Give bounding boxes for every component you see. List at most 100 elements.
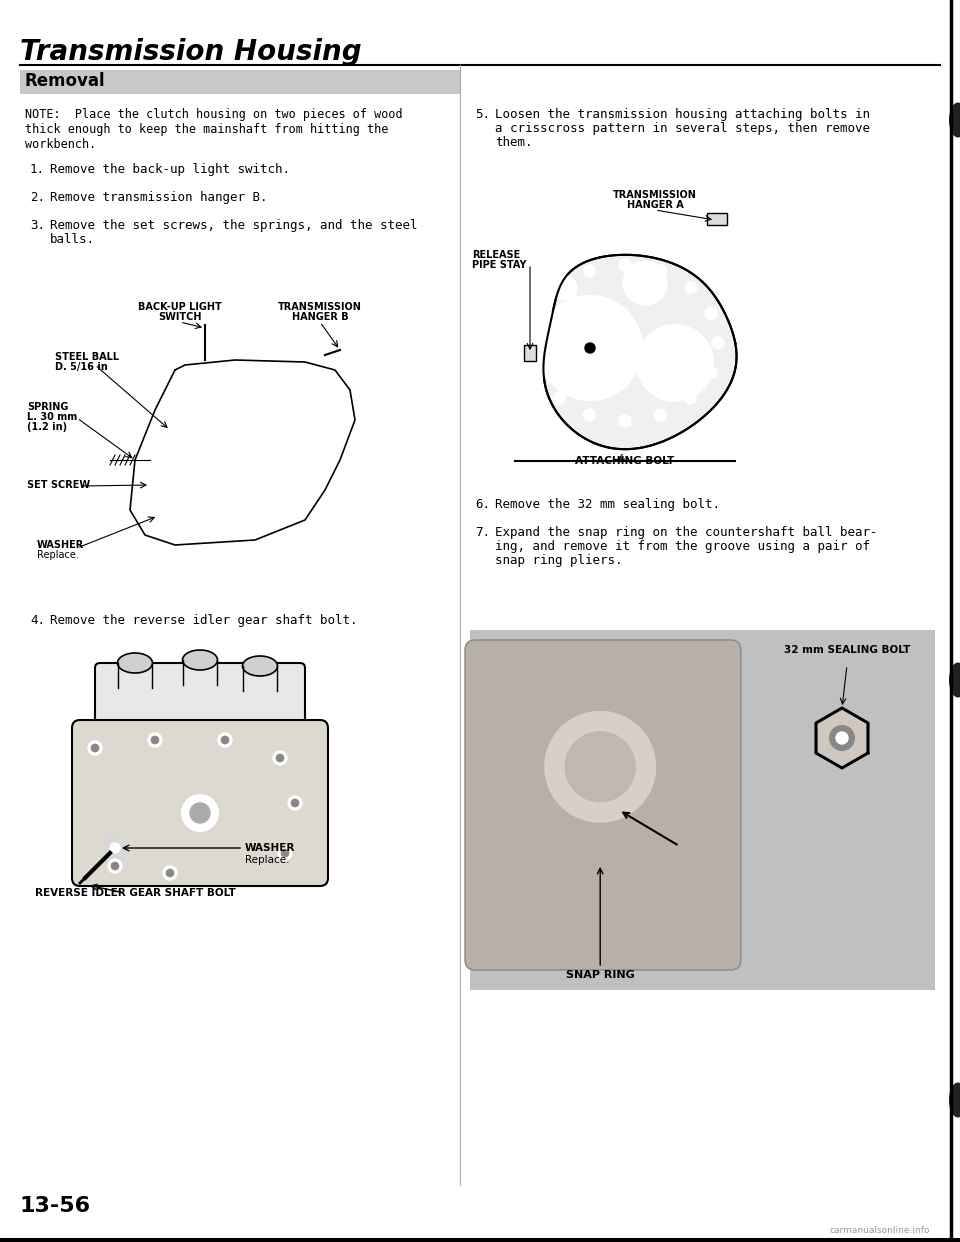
Circle shape bbox=[585, 343, 595, 353]
Circle shape bbox=[674, 343, 700, 369]
Circle shape bbox=[276, 447, 290, 461]
Text: Remove the set screws, the springs, and the steel: Remove the set screws, the springs, and … bbox=[50, 219, 418, 232]
Text: 1.: 1. bbox=[30, 163, 45, 176]
Text: a crisscross pattern in several steps, then remove: a crisscross pattern in several steps, t… bbox=[495, 122, 870, 135]
Text: Loosen the transmission housing attaching bolts in: Loosen the transmission housing attachin… bbox=[495, 108, 870, 120]
Circle shape bbox=[103, 836, 127, 859]
Circle shape bbox=[111, 862, 119, 869]
Circle shape bbox=[88, 741, 102, 755]
Text: SWITCH: SWITCH bbox=[158, 312, 202, 322]
Circle shape bbox=[584, 265, 595, 277]
Text: workbench.: workbench. bbox=[25, 138, 96, 152]
Text: Removal: Removal bbox=[25, 72, 106, 89]
Circle shape bbox=[217, 432, 233, 448]
Text: balls.: balls. bbox=[50, 233, 95, 246]
Circle shape bbox=[91, 744, 99, 751]
Circle shape bbox=[633, 271, 657, 296]
Text: D. 5/16 in: D. 5/16 in bbox=[55, 361, 108, 373]
Ellipse shape bbox=[949, 103, 960, 138]
Circle shape bbox=[553, 282, 565, 294]
Circle shape bbox=[221, 737, 229, 744]
Circle shape bbox=[140, 510, 160, 530]
Text: HANGER B: HANGER B bbox=[292, 312, 348, 322]
Text: NOTE:  Place the clutch housing on two pieces of wood: NOTE: Place the clutch housing on two pi… bbox=[25, 108, 402, 120]
Circle shape bbox=[108, 859, 122, 873]
Circle shape bbox=[712, 337, 724, 349]
Circle shape bbox=[526, 337, 538, 349]
Text: WASHER: WASHER bbox=[245, 843, 296, 853]
Circle shape bbox=[674, 455, 686, 467]
Text: TRANSMISSION: TRANSMISSION bbox=[278, 302, 362, 312]
Bar bbox=[707, 212, 727, 225]
Circle shape bbox=[278, 846, 292, 859]
Circle shape bbox=[650, 343, 676, 369]
Circle shape bbox=[684, 282, 697, 294]
Circle shape bbox=[684, 392, 697, 404]
Circle shape bbox=[182, 795, 218, 831]
Text: Replace.: Replace. bbox=[37, 550, 79, 560]
Text: them.: them. bbox=[495, 137, 533, 149]
Bar bbox=[524, 345, 536, 361]
Circle shape bbox=[190, 804, 210, 823]
Circle shape bbox=[572, 330, 608, 366]
Circle shape bbox=[619, 260, 631, 271]
Circle shape bbox=[195, 410, 255, 469]
Circle shape bbox=[545, 712, 655, 822]
Text: STEEL BALL: STEEL BALL bbox=[55, 351, 119, 361]
Text: RELEASE: RELEASE bbox=[472, 250, 520, 260]
Text: Remove transmission hanger B.: Remove transmission hanger B. bbox=[50, 191, 268, 204]
Circle shape bbox=[166, 869, 174, 877]
Circle shape bbox=[145, 515, 155, 525]
Circle shape bbox=[538, 296, 642, 400]
Text: Expand the snap ring on the countershaft ball bear-: Expand the snap ring on the countershaft… bbox=[495, 527, 877, 539]
Circle shape bbox=[533, 366, 545, 379]
Circle shape bbox=[339, 342, 351, 353]
Circle shape bbox=[639, 455, 651, 467]
Text: snap ring pliers.: snap ring pliers. bbox=[495, 554, 622, 568]
Text: SET SCREW: SET SCREW bbox=[27, 479, 90, 491]
Text: SPRING: SPRING bbox=[27, 402, 68, 412]
Text: ATTACHING BOLT: ATTACHING BOLT bbox=[575, 456, 675, 466]
Circle shape bbox=[273, 751, 287, 765]
Text: Replace.: Replace. bbox=[245, 854, 290, 864]
Circle shape bbox=[836, 732, 848, 744]
Text: carmanualsonline.info: carmanualsonline.info bbox=[829, 1226, 930, 1235]
Text: (1.2 in): (1.2 in) bbox=[27, 422, 67, 432]
FancyBboxPatch shape bbox=[465, 640, 741, 970]
Bar bbox=[470, 630, 935, 990]
Circle shape bbox=[662, 364, 688, 390]
Text: BACK-UP LIGHT: BACK-UP LIGHT bbox=[138, 302, 222, 312]
Circle shape bbox=[281, 850, 289, 857]
Text: WASHER: WASHER bbox=[37, 540, 84, 550]
Circle shape bbox=[619, 415, 631, 427]
Text: TRANSMISSION: TRANSMISSION bbox=[613, 190, 697, 200]
Text: L. 30 mm: L. 30 mm bbox=[27, 412, 77, 422]
Text: Remove the reverse idler gear shaft bolt.: Remove the reverse idler gear shaft bolt… bbox=[50, 614, 357, 627]
Ellipse shape bbox=[949, 662, 960, 698]
Text: PIPE STAY: PIPE STAY bbox=[472, 260, 526, 270]
Text: Remove the 32 mm sealing bolt.: Remove the 32 mm sealing bolt. bbox=[495, 498, 720, 510]
Circle shape bbox=[291, 799, 299, 807]
Circle shape bbox=[704, 455, 716, 467]
Text: 5.: 5. bbox=[475, 108, 490, 120]
Circle shape bbox=[276, 754, 284, 763]
Circle shape bbox=[290, 447, 304, 461]
Circle shape bbox=[207, 422, 243, 458]
Text: ing, and remove it from the groove using a pair of: ing, and remove it from the groove using… bbox=[495, 540, 870, 553]
Circle shape bbox=[655, 265, 666, 277]
Text: Remove the back-up light switch.: Remove the back-up light switch. bbox=[50, 163, 290, 176]
Bar bbox=[20, 70, 460, 94]
Text: 3.: 3. bbox=[30, 219, 45, 232]
Circle shape bbox=[218, 733, 232, 746]
Text: 6.: 6. bbox=[475, 498, 490, 510]
Text: 4.: 4. bbox=[30, 614, 45, 627]
Circle shape bbox=[579, 455, 591, 467]
Circle shape bbox=[148, 733, 162, 746]
Text: 32 mm SEALING BOLT: 32 mm SEALING BOLT bbox=[783, 645, 910, 655]
Ellipse shape bbox=[117, 653, 153, 673]
Circle shape bbox=[705, 307, 717, 319]
Circle shape bbox=[519, 455, 531, 467]
Text: REVERSE IDLER GEAR SHAFT BOLT: REVERSE IDLER GEAR SHAFT BOLT bbox=[35, 888, 236, 898]
Circle shape bbox=[565, 732, 636, 802]
Circle shape bbox=[553, 392, 565, 404]
